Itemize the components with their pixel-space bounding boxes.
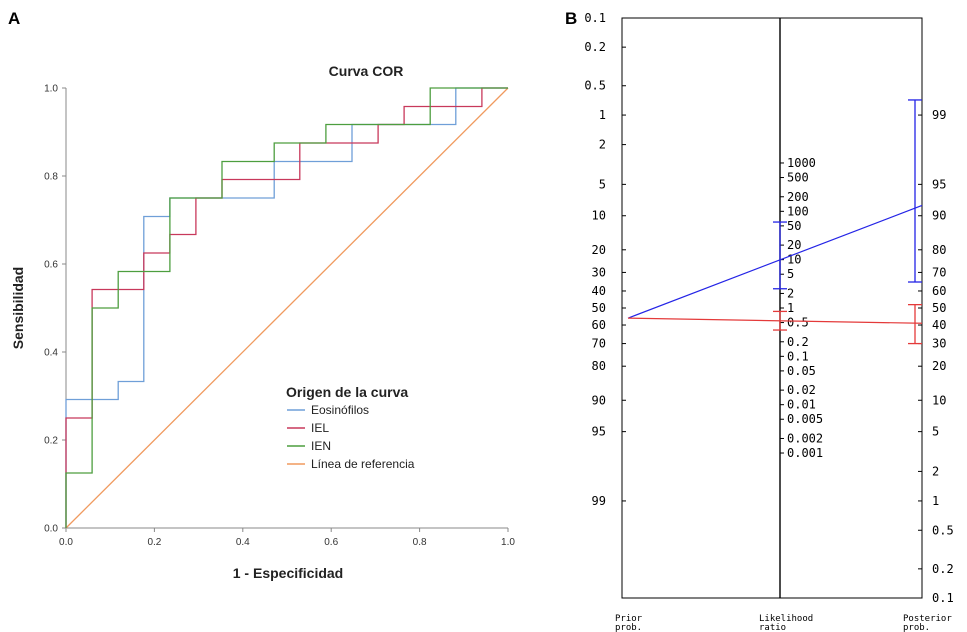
roc-x-ticks: 0.0 0.2 0.4 0.6 0.8 1.0 [59,528,515,548]
lr-axis-label-2: ratio [759,623,786,632]
prior-tick-label: 20 [592,243,606,257]
nomogram-lines [627,99,923,345]
roc-x-tick-label: 0.2 [147,537,161,548]
lr-tick-label: 0.2 [787,335,809,349]
prior-tick-label: 0.2 [584,40,606,54]
lr-tick-label: 500 [787,171,809,185]
roc-x-tick-label: 0.4 [236,537,250,548]
prior-tick-label: 99 [592,494,606,508]
roc-x-tick-label: 0.6 [324,537,338,548]
roc-title: Curva COR [329,63,404,79]
roc-series-2 [65,87,508,528]
posterior-tick-label: 60 [932,284,946,298]
prior-tick-label: 50 [592,301,606,315]
prior-tick-label: 0.5 [584,79,606,93]
panel-label-b: B [565,9,577,28]
posterior-tick-label: 20 [932,359,946,373]
nomogram-axis-labels: Prior prob. Likelihood ratio Posterior p… [615,614,952,632]
lr-tick-label: 1 [787,301,794,315]
roc-series-3 [65,87,509,529]
roc-y-tick-label: 0.2 [44,436,58,447]
posterior-axis-label-2: prob. [903,623,930,632]
prior-tick-label: 90 [592,393,606,407]
roc-x-tick-label: 1.0 [501,537,515,548]
roc-legend-title: Origen de la curva [286,384,408,400]
roc-y-ticks: 0.0 0.2 0.4 0.6 0.8 1.0 [44,84,66,535]
lr-tick-label: 0.05 [787,364,816,378]
lr-ticks: 10005002001005020105210.50.20.10.050.020… [780,156,823,460]
roc-x-label: 1 - Especificidad [233,565,343,581]
roc-legend-label: IEN [311,439,331,453]
posterior-tick-label: 95 [932,177,946,191]
lr-tick-label: 0.001 [787,446,823,460]
posterior-tick-label: 80 [932,243,946,257]
roc-x-tick-label: 0.0 [59,537,73,548]
posterior-tick-label: 10 [932,393,946,407]
roc-y-tick-label: 0.8 [44,172,58,183]
panel-a: A Curva COR 0.0 0.2 0.4 0.6 0.8 1.0 0.0 0.2 0.4… [8,9,515,581]
posterior-tick-label: 70 [932,265,946,279]
posterior-tick-label: 0.5 [932,523,954,537]
posterior-tick-label: 0.2 [932,562,954,576]
roc-y-tick-label: 1.0 [44,84,58,95]
prior-tick-label: 2 [599,138,606,152]
prior-tick-label: 95 [592,425,606,439]
posterior-tick-label: 99 [932,108,946,122]
posterior-tick-label: 2 [932,464,939,478]
prior-tick-label: 10 [592,209,606,223]
nomogram-frame [621,17,923,599]
prior-axis-label-1: Prior [615,614,643,624]
lr-tick-label: 100 [787,204,809,218]
prior-tick-label: 70 [592,337,606,351]
lr-tick-label: 0.02 [787,383,816,397]
roc-series-group [65,87,509,529]
posterior-axis-label-1: Posterior [903,614,952,624]
prior-tick-label: 0.1 [584,11,606,25]
roc-legend-label: Línea de referencia [311,457,415,471]
lr-tick-label: 1000 [787,156,816,170]
posterior-tick-label: 5 [932,425,939,439]
posterior-tick-label: 50 [932,301,946,315]
lr-tick-label: 20 [787,238,801,252]
prior-tick-label: 40 [592,284,606,298]
prior-tick-label: 60 [592,318,606,332]
posterior-tick-label: 30 [932,337,946,351]
roc-legend-items: Eosinófilos IEL IEN Línea de referencia [287,403,415,471]
roc-legend-label: IEL [311,421,329,435]
lr-tick-label: 0.002 [787,431,823,445]
roc-y-label: Sensibilidad [10,267,26,349]
posterior-tick-label: 0.1 [932,591,954,605]
lr-axis-label-1: Likelihood [759,614,813,624]
nomogram-line-1 [627,317,923,324]
lr-tick-label: 5 [787,267,794,281]
lr-tick-label: 0.5 [787,316,809,330]
prior-axis-label-2: prob. [615,623,642,632]
roc-y-tick-label: 0.0 [44,524,58,535]
lr-tick-label: 2 [787,286,794,300]
roc-y-tick-label: 0.4 [44,348,58,359]
lr-tick-label: 200 [787,190,809,204]
roc-y-tick-label: 0.6 [44,260,58,271]
panel-label-a: A [8,9,20,28]
prior-tick-label: 80 [592,359,606,373]
prior-tick-label: 1 [599,108,606,122]
posterior-tick-label: 90 [932,209,946,223]
lr-tick-label: 0.005 [787,412,823,426]
prior-tick-label: 5 [599,177,606,191]
posterior-tick-label: 40 [932,318,946,332]
prior-prob-ticks: 0.1 0.2 0.5 1 2 5 10 20 30 40 50 60 70 80 90 95 99 [584,11,626,508]
nomogram-line-0 [627,204,923,319]
roc-legend-label: Eosinófilos [311,403,369,417]
roc-x-tick-label: 0.8 [413,537,427,548]
lr-tick-label: 0.01 [787,398,816,412]
roc-legend: Origen de la curva Eosinófilos IEL IEN Líne… [286,384,415,471]
posterior-tick-label: 1 [932,494,939,508]
lr-tick-label: 50 [787,219,801,233]
prior-tick-label: 30 [592,265,606,279]
lr-tick-label: 0.1 [787,349,809,363]
posterior-prob-ticks: 99 95 90 80 70 60 50 40 30 20 10 5 2 1 0.5 0.2 0.1 [918,108,954,605]
